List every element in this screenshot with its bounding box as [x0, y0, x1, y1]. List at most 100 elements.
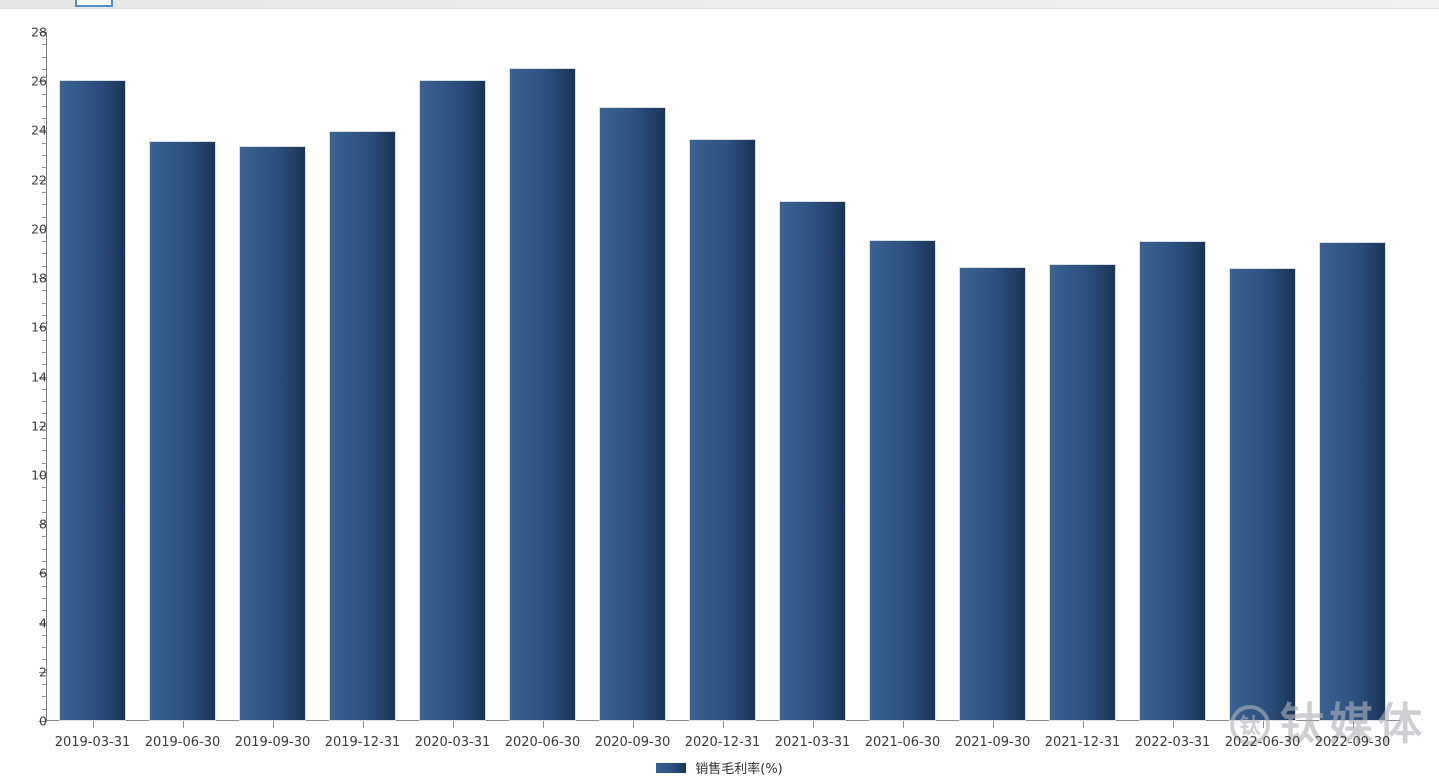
- y-axis-tick: [42, 253, 47, 255]
- x-axis-tick: [1082, 720, 1084, 728]
- y-axis-label: 22: [31, 172, 47, 188]
- x-axis-label: 2022-03-31: [1134, 735, 1211, 750]
- x-axis-label: 2019-06-30: [144, 735, 221, 750]
- bar-2020-12-31[interactable]: [690, 139, 755, 720]
- y-axis-label: 4: [39, 615, 47, 631]
- chart-legend[interactable]: 销售毛利率(%): [0, 758, 1439, 777]
- bar-2019-03-31[interactable]: [60, 80, 125, 720]
- bar-2022-09-30[interactable]: [1320, 243, 1385, 720]
- x-axis-label: 2021-03-31: [774, 735, 851, 750]
- x-axis-label: 2021-09-30: [954, 735, 1031, 750]
- bar-2020-06-30[interactable]: [510, 68, 575, 720]
- y-axis-tick: [39, 474, 47, 476]
- y-axis-tick: [42, 487, 47, 489]
- x-axis-tick: [1262, 720, 1264, 728]
- x-axis-tick: [452, 720, 454, 728]
- y-axis-tick: [39, 130, 47, 132]
- y-axis-tick: [42, 155, 47, 157]
- y-axis-tick: [42, 191, 47, 193]
- y-axis-tick: [42, 659, 47, 661]
- y-axis-tick: [39, 671, 47, 673]
- y-axis-tick: [39, 179, 47, 181]
- y-axis-label: 12: [31, 418, 47, 434]
- y-axis-tick: [39, 524, 47, 526]
- y-axis-tick: [39, 81, 47, 83]
- y-axis-tick: [42, 44, 47, 46]
- bar-2019-09-30[interactable]: [240, 147, 305, 720]
- y-axis-tick: [42, 351, 47, 353]
- y-axis-label: 16: [31, 319, 47, 335]
- x-axis-label: 2019-12-31: [324, 735, 401, 750]
- y-axis-tick: [42, 142, 47, 144]
- bar-2022-06-30[interactable]: [1230, 269, 1295, 720]
- y-axis-tick: [39, 721, 47, 722]
- bar-2019-12-31[interactable]: [330, 131, 395, 720]
- x-axis-tick: [902, 720, 904, 728]
- y-axis-tick: [42, 610, 47, 612]
- y-axis-tick: [39, 32, 47, 33]
- x-axis-label: 2021-06-30: [864, 735, 941, 750]
- x-axis-label: 2020-12-31: [684, 735, 761, 750]
- y-axis-tick: [42, 597, 47, 599]
- bar-2019-06-30[interactable]: [150, 142, 215, 720]
- x-axis-label: 2021-12-31: [1044, 735, 1121, 750]
- y-axis-tick: [42, 401, 47, 403]
- y-axis-tick: [42, 167, 47, 169]
- y-axis-tick: [42, 118, 47, 120]
- y-axis-tick: [42, 364, 47, 366]
- y-axis-tick: [42, 708, 47, 710]
- bar-2020-09-30[interactable]: [600, 108, 665, 720]
- y-axis-label: 0: [39, 713, 47, 729]
- x-axis-label: 2022-09-30: [1314, 735, 1391, 750]
- y-axis-tick: [42, 93, 47, 95]
- x-axis-tick: [632, 720, 634, 728]
- x-axis-tick: [1172, 720, 1174, 728]
- x-axis-tick: [362, 720, 364, 728]
- y-axis-tick: [42, 450, 47, 452]
- y-axis-tick: [42, 339, 47, 341]
- legend-swatch: [656, 762, 687, 773]
- y-axis-tick: [42, 302, 47, 304]
- y-axis-tick: [42, 56, 47, 58]
- bar-2021-03-31[interactable]: [780, 201, 845, 720]
- x-axis-tick: [92, 720, 94, 728]
- browser-top-strip: [0, 0, 1439, 9]
- bar-2020-03-31[interactable]: [420, 80, 485, 720]
- bar-2021-09-30[interactable]: [960, 267, 1025, 720]
- y-axis-tick: [42, 290, 47, 292]
- y-axis-tick: [42, 216, 47, 218]
- y-axis-tick: [39, 425, 47, 427]
- browser-tab-button[interactable]: [75, 0, 113, 7]
- x-axis-tick: [1352, 720, 1354, 728]
- y-axis-tick: [39, 327, 47, 329]
- y-axis-label: 28: [31, 24, 47, 40]
- y-axis-tick: [42, 499, 47, 501]
- y-axis-label: 14: [31, 369, 47, 384]
- x-axis-tick: [992, 720, 994, 728]
- y-axis-tick: [42, 438, 47, 440]
- y-axis-tick: [42, 548, 47, 550]
- x-axis-label: 2019-09-30: [234, 735, 311, 750]
- y-axis-tick: [39, 376, 47, 378]
- y-axis-tick: [42, 68, 47, 70]
- bar-2021-12-31[interactable]: [1050, 265, 1115, 720]
- x-axis-tick: [722, 720, 724, 728]
- x-axis-tick: [542, 720, 544, 728]
- y-axis-tick: [42, 536, 47, 538]
- y-axis-label: 20: [31, 221, 47, 237]
- y-axis-tick: [42, 413, 47, 415]
- x-axis-label: 2019-03-31: [54, 735, 131, 750]
- x-axis-label: 2020-03-31: [414, 735, 491, 750]
- bar-2022-03-31[interactable]: [1140, 241, 1205, 720]
- y-axis-label: 26: [31, 73, 47, 89]
- legend-label: 销售毛利率(%): [695, 762, 783, 777]
- y-axis-tick: [42, 388, 47, 390]
- y-axis-label: 6: [39, 565, 47, 581]
- x-axis-tick: [812, 720, 814, 728]
- bar-2021-06-30[interactable]: [870, 240, 935, 720]
- y-axis-tick: [42, 511, 47, 513]
- y-axis-tick: [42, 696, 47, 698]
- y-axis-tick: [39, 278, 47, 280]
- y-axis-label: 8: [39, 516, 47, 532]
